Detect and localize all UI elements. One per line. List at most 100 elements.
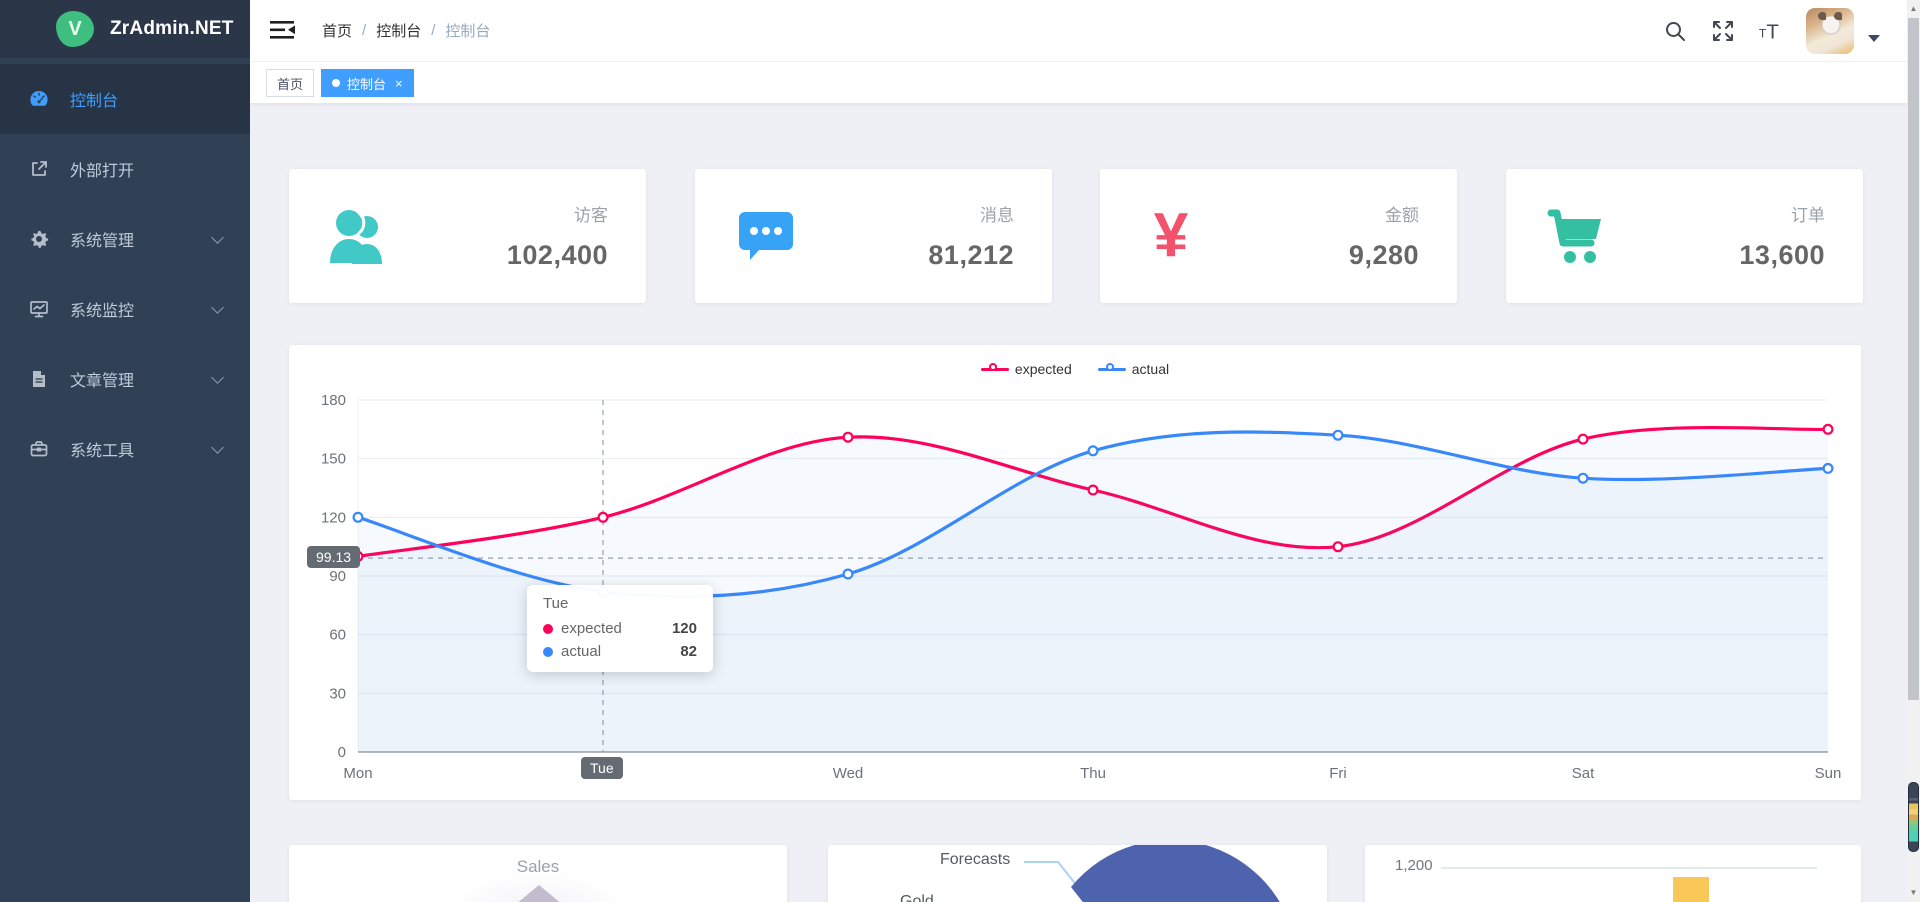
breadcrumb-separator: / xyxy=(362,22,367,39)
scrollbar-minimap-widget[interactable] xyxy=(1908,782,1919,852)
tooltip-series-name: expected xyxy=(561,620,622,637)
svg-text:Wed: Wed xyxy=(833,765,864,782)
scrollbar-down-arrow[interactable]: ▼ xyxy=(1909,888,1918,897)
stat-card-yuan: ¥ 金额 9,280 xyxy=(1100,169,1457,303)
page-scrollbar: ▲ ▼ xyxy=(1907,0,1920,902)
pie-chart-card: Forecasts Gold xyxy=(828,845,1327,902)
header-actions: T T xyxy=(1662,0,1880,62)
radar-chart-card: Sales xyxy=(289,845,787,902)
legend-label: actual xyxy=(1131,361,1170,377)
toolbox-icon xyxy=(28,438,50,460)
breadcrumb: 首页 / 控制台 / 控制台 xyxy=(322,20,490,41)
sidebar-item-label: 系统管理 xyxy=(70,233,135,250)
stat-label: 消息 xyxy=(980,206,1014,225)
chart-tooltip: Tue expected 120 actual 82 xyxy=(527,585,713,672)
sidebar-item-document[interactable]: 文章管理 xyxy=(0,344,250,414)
chevron-down-icon xyxy=(211,440,224,454)
series-color-dot xyxy=(543,646,553,657)
stat-card-users: 访客 102,400 xyxy=(289,169,646,303)
chevron-down-icon xyxy=(211,300,224,314)
sidebar-item-gear[interactable]: 系统管理 xyxy=(0,204,250,274)
stat-text: 访客 102,400 xyxy=(507,201,608,271)
breadcrumb-item: 控制台 xyxy=(445,23,491,40)
top-header: 首页 / 控制台 / 控制台 T T xyxy=(250,0,1920,62)
bar-chart-bar[interactable] xyxy=(1673,877,1709,902)
tab-active[interactable]: 控制台 × xyxy=(321,69,414,97)
tags-view-bar: 首页 控制台 × xyxy=(250,62,1920,104)
svg-text:Mon: Mon xyxy=(343,765,372,782)
sidebar-item-label: 外部打开 xyxy=(70,163,135,180)
app-title: ZrAdmin.NET xyxy=(110,18,234,39)
user-avatar[interactable] xyxy=(1806,8,1854,54)
logo-letter: V xyxy=(68,18,82,40)
tab-item[interactable]: 首页 xyxy=(266,69,315,97)
user-menu-caret-icon[interactable] xyxy=(1868,34,1880,42)
close-icon[interactable]: × xyxy=(395,75,403,91)
legend-marker-icon xyxy=(1097,363,1126,375)
legend-item-actual[interactable]: actual xyxy=(1097,361,1170,377)
dashboard-icon xyxy=(28,88,50,110)
stat-text: 消息 81,212 xyxy=(928,201,1014,271)
svg-text:Sun: Sun xyxy=(1815,765,1842,782)
sidebar-item-label: 系统监控 xyxy=(70,303,135,320)
bar-chart-ytick: 1,200 xyxy=(1395,857,1433,874)
sidebar-item-external-link[interactable]: 外部打开 xyxy=(0,134,250,204)
sidebar-item-label: 系统工具 xyxy=(70,443,135,460)
font-size-icon[interactable]: T T xyxy=(1758,18,1784,44)
chevron-down-icon xyxy=(211,230,224,244)
svg-text:Fri: Fri xyxy=(1329,765,1347,782)
svg-text:150: 150 xyxy=(321,451,346,468)
svg-text:0: 0 xyxy=(338,744,346,761)
tooltip-series-name: actual xyxy=(561,643,602,660)
tooltip-series-value: 120 xyxy=(671,620,697,637)
sidebar: V ZrAdmin.NET 控制台外部打开系统管理系统监控文章管理系统工具 xyxy=(0,0,250,902)
stat-value: 102,400 xyxy=(506,240,608,270)
fullscreen-icon[interactable] xyxy=(1710,18,1736,44)
stat-card-cart: 订单 13,600 xyxy=(1506,169,1863,303)
axis-pointer-y-label: 99.13 xyxy=(307,546,361,568)
users-icon xyxy=(325,203,395,269)
tab-label: 控制台 xyxy=(347,76,387,92)
radar-chart-title: Sales xyxy=(516,857,560,876)
svg-text:Sat: Sat xyxy=(1572,765,1595,782)
sidebar-item-monitor[interactable]: 系统监控 xyxy=(0,274,250,344)
sidebar-item-dashboard[interactable]: 控制台 xyxy=(0,64,250,134)
tooltip-row: expected 120 xyxy=(543,620,697,637)
chevron-down-icon xyxy=(211,370,224,384)
legend-label: expected xyxy=(1014,361,1072,377)
sidebar-menu: 控制台外部打开系统管理系统监控文章管理系统工具 xyxy=(0,64,250,484)
stat-text: 订单 13,600 xyxy=(1739,201,1825,271)
stat-card-message: 消息 81,212 xyxy=(695,169,1052,303)
stat-label: 订单 xyxy=(1791,206,1825,225)
stat-value: 13,600 xyxy=(1739,240,1825,270)
stat-label: 访客 xyxy=(574,206,608,225)
line-chart: 0 30 60 90 120 150 180 Mon Tue Wed Thu Fri Sat Sun xyxy=(321,392,1842,782)
tooltip-title: Tue xyxy=(543,595,569,612)
pie-slice-label: Forecasts xyxy=(940,851,1011,868)
radar-polygon-tip xyxy=(515,885,563,902)
yuan-symbol: ¥ xyxy=(1153,201,1189,270)
main-content: 访客 102,400 消息 81,212 ¥ 金额 9,280 订单 13,600 expect… xyxy=(250,104,1907,902)
svg-text:Thu: Thu xyxy=(1080,765,1106,782)
line-chart-card: expected actual 0 30 60 90 120 150 180 Mon Tue Wed… xyxy=(289,345,1861,800)
legend-item-expected[interactable]: expected xyxy=(980,361,1072,377)
axis-pointer-x-label: Tue xyxy=(581,757,623,779)
pie-chart[interactable] xyxy=(828,845,1327,902)
sidebar-item-toolbox[interactable]: 系统工具 xyxy=(0,414,250,484)
bar-chart-gridline xyxy=(1441,867,1817,869)
breadcrumb-item[interactable]: 控制台 xyxy=(376,23,422,40)
stat-text: 金额 9,280 xyxy=(1349,201,1419,271)
scrollbar-up-arrow[interactable]: ▲ xyxy=(1909,4,1918,13)
svg-text:T: T xyxy=(1766,21,1778,43)
breadcrumb-item[interactable]: 首页 xyxy=(322,23,353,40)
svg-text:120: 120 xyxy=(321,509,346,526)
sidebar-collapse-icon[interactable] xyxy=(270,19,296,41)
search-icon[interactable] xyxy=(1662,18,1688,44)
scrollbar-thumb[interactable] xyxy=(1908,18,1919,700)
legend-marker-icon xyxy=(980,363,1009,375)
document-icon xyxy=(28,368,50,390)
stat-value: 9,280 xyxy=(1348,240,1419,270)
sidebar-item-label: 控制台 xyxy=(70,93,119,110)
app-logo[interactable]: V ZrAdmin.NET xyxy=(0,0,250,58)
